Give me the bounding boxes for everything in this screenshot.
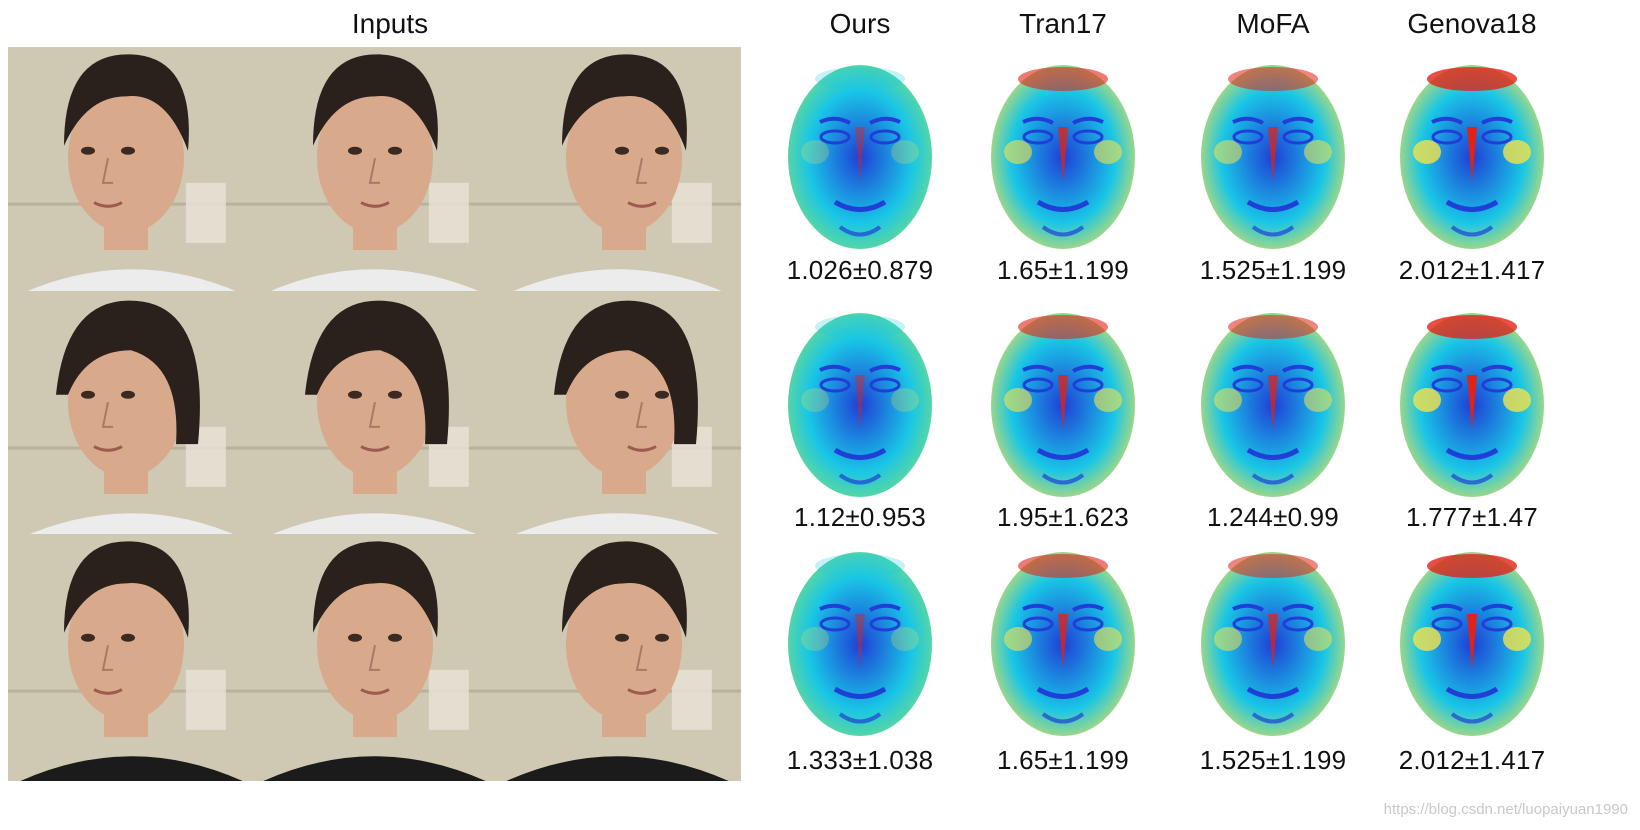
error-heatmap-ours-row1	[775, 57, 945, 257]
error-metric-genova18-row3: 2.012±1.417	[1398, 745, 1546, 775]
error-metric-mofa-row1: 1.525±1.199	[1199, 255, 1347, 285]
method-header-genova18: Genova18	[1407, 8, 1537, 39]
input-photo-row1-right-profile	[494, 47, 741, 294]
error-metric-genova18-row2: 1.777±1.47	[1406, 502, 1538, 532]
error-metric-tran17-row3: 1.65±1.199	[997, 745, 1129, 775]
input-photo-row1-left-profile	[8, 47, 255, 294]
input-photo-row3-left-profile	[8, 534, 255, 781]
error-heatmap-ours-row2	[775, 305, 945, 505]
inputs-header: Inputs	[351, 8, 429, 39]
input-photo-row3-right-profile	[494, 534, 741, 781]
error-metric-ours-row3: 1.333±1.038	[786, 745, 934, 775]
error-heatmap-genova18-row3	[1387, 544, 1557, 744]
error-heatmap-genova18-row2	[1387, 305, 1557, 505]
method-header-mofa: MoFA	[1236, 8, 1310, 39]
error-heatmap-tran17-row1	[978, 57, 1148, 257]
error-metric-ours-row2: 1.12±0.953	[794, 502, 926, 532]
method-header-ours: Ours	[829, 8, 891, 39]
error-heatmap-ours-row3	[775, 544, 945, 744]
error-metric-mofa-row2: 1.244±0.99	[1207, 502, 1339, 532]
error-heatmap-mofa-row1	[1188, 57, 1358, 257]
method-header-tran17: Tran17	[1019, 8, 1107, 39]
watermark-text: https://blog.csdn.net/luopaiyuan1990	[1383, 801, 1628, 818]
error-metric-tran17-row2: 1.95±1.623	[997, 502, 1129, 532]
error-metric-ours-row1: 1.026±0.879	[786, 255, 934, 285]
error-metric-mofa-row3: 1.525±1.199	[1199, 745, 1347, 775]
input-photo-row2-left-profile	[8, 291, 255, 538]
error-heatmap-tran17-row3	[978, 544, 1148, 744]
error-heatmap-tran17-row2	[978, 305, 1148, 505]
input-photo-row2-right-profile	[494, 291, 741, 538]
input-photo-row2-frontal	[251, 291, 498, 538]
input-photo-row3-frontal	[251, 534, 498, 781]
error-metric-genova18-row1: 2.012±1.417	[1398, 255, 1546, 285]
error-heatmap-mofa-row2	[1188, 305, 1358, 505]
error-heatmap-mofa-row3	[1188, 544, 1358, 744]
input-photo-row1-frontal	[251, 47, 498, 294]
error-metric-tran17-row1: 1.65±1.199	[997, 255, 1129, 285]
error-heatmap-genova18-row1	[1387, 57, 1557, 257]
